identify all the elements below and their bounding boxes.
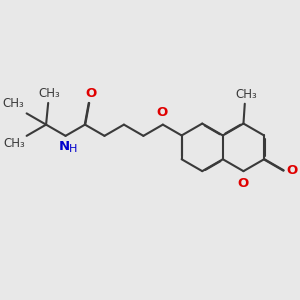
Text: O: O xyxy=(287,164,298,177)
Text: CH₃: CH₃ xyxy=(39,87,60,100)
Text: H: H xyxy=(69,144,77,154)
Text: O: O xyxy=(156,106,167,119)
Text: CH₃: CH₃ xyxy=(4,137,25,150)
Text: O: O xyxy=(238,177,249,190)
Text: O: O xyxy=(85,87,97,100)
Text: N: N xyxy=(59,140,70,153)
Text: CH₃: CH₃ xyxy=(2,97,24,110)
Text: CH₃: CH₃ xyxy=(235,88,257,100)
